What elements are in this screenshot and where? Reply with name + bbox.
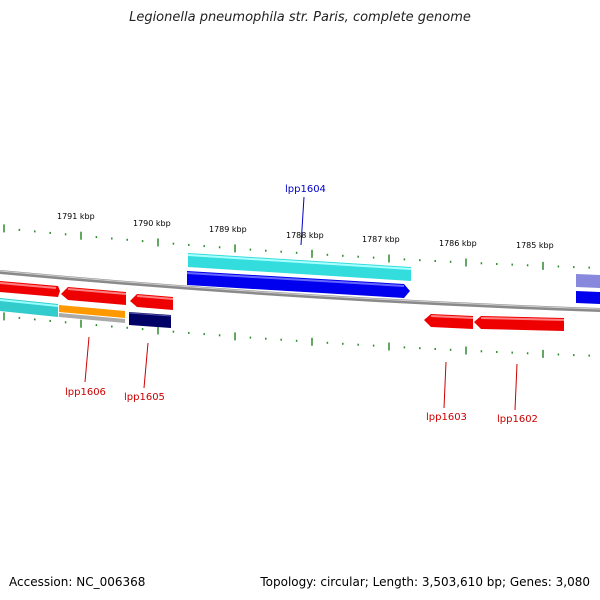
- leader-line-lpp1604: [300, 196, 305, 246]
- gene-arrow-forward-1-shine: [0, 282, 57, 289]
- gene-arrow-shine: [480, 317, 565, 321]
- scale-label-1786: 1786 kbp: [439, 239, 477, 248]
- gene-blue-edge[interactable]: [576, 291, 600, 304]
- gene-label-lpp1603[interactable]: lpp1603: [426, 412, 467, 423]
- accession-text: Accession: NC_006368: [9, 575, 146, 589]
- leader-line-lpp1603: [443, 361, 447, 409]
- scale-label-1791: 1791 kbp: [57, 212, 95, 221]
- gene-label-lpp1605[interactable]: lpp1605: [124, 392, 165, 403]
- gene-arrow-shine: [186, 272, 405, 287]
- gene-arrow-shine: [67, 288, 127, 295]
- leader-line-lpp1605: [143, 342, 149, 389]
- gene-label-lpp1604[interactable]: lpp1604: [285, 184, 326, 195]
- gene-cyan-lpp1604[interactable]: [188, 253, 411, 281]
- outer-tick-track: [3, 224, 590, 270]
- gene-navy-shine: [128, 312, 172, 317]
- inner-tick-track: [3, 312, 590, 358]
- gene-arrow-forward-lpp1604[interactable]: [187, 271, 410, 298]
- genome-backbone: [0, 270, 600, 312]
- genome-summary-text: Topology: circular; Length: 3,503,610 bp…: [260, 575, 590, 589]
- gene-grey[interactable]: [59, 313, 125, 323]
- gene-lavender-edge[interactable]: [576, 274, 600, 288]
- gene-cyan-shine: [187, 254, 412, 270]
- gene-cyan-left[interactable]: [0, 298, 58, 317]
- gene-arrow-shine: [430, 315, 474, 319]
- scale-label-1789: 1789 kbp: [209, 225, 247, 234]
- scale-label-1785: 1785 kbp: [516, 241, 554, 250]
- scale-label-1787: 1787 kbp: [362, 235, 400, 244]
- gene-navy[interactable]: [129, 312, 171, 328]
- gene-arrow-shine: [136, 295, 174, 300]
- gene-cyan-left-shine: [0, 299, 59, 307]
- leader-line-lpp1606: [84, 336, 90, 383]
- genome-backbone-highlight: [0, 270, 600, 310]
- scale-label-1790: 1790 kbp: [133, 219, 171, 228]
- gene-label-lpp1606[interactable]: lpp1606: [65, 387, 106, 398]
- gene-orange[interactable]: [59, 305, 125, 318]
- genome-title: Legionella pneumophila str. Paris, compl…: [129, 10, 471, 25]
- gene-arrow-reverse-lpp1606[interactable]: [61, 287, 126, 305]
- gene-label-lpp1602[interactable]: lpp1602: [497, 414, 538, 425]
- leader-line-lpp1602: [514, 363, 518, 411]
- scale-label-1788: 1788 kbp: [286, 231, 324, 240]
